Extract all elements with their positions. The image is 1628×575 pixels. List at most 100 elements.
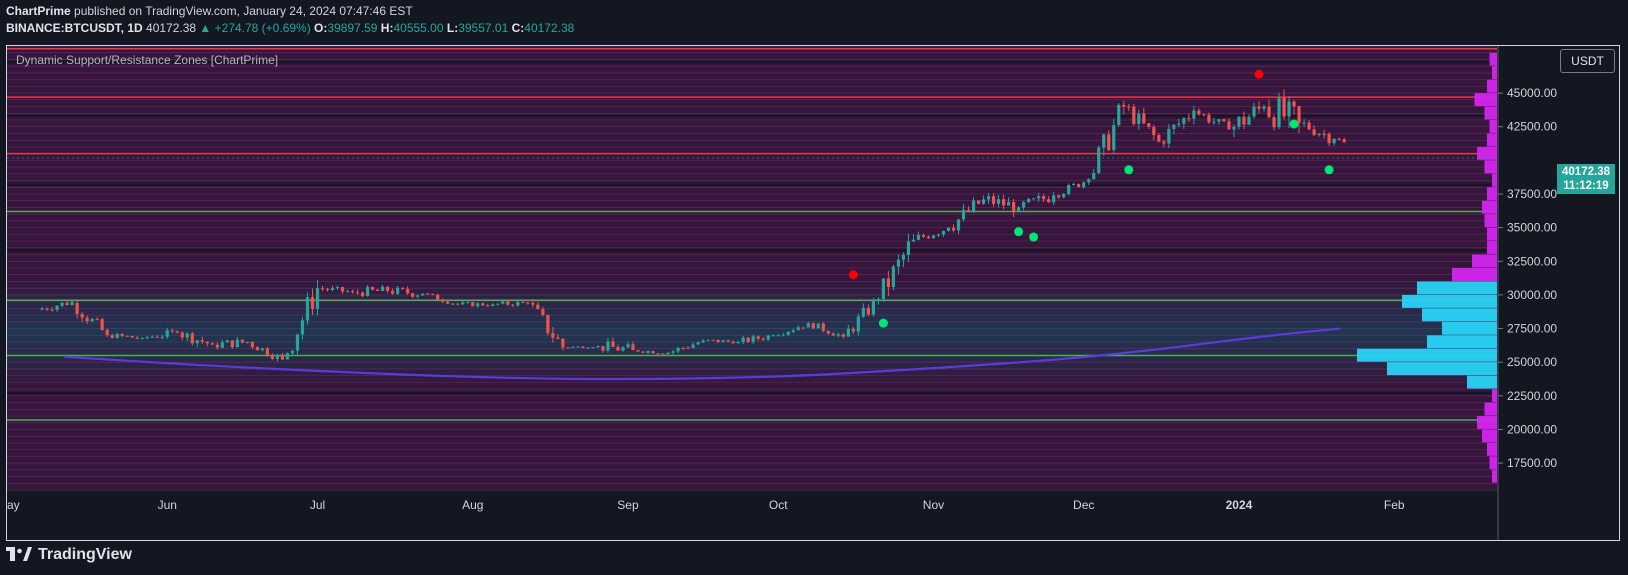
volume-bar [1487,187,1497,201]
zone-band [7,153,1497,161]
candle-body [931,235,936,239]
candle-body [776,335,780,337]
buy-signal-dot [878,318,888,328]
volume-bar [1492,173,1497,187]
candle-body [516,301,520,306]
candle-body [310,297,315,309]
candle-body [891,266,896,288]
candle-body [1027,198,1031,203]
candle-body [1092,172,1096,180]
zone-band [7,66,1497,73]
candle-body [200,340,204,342]
sell-signal-dot [1254,69,1264,79]
candle-body [1247,116,1251,125]
volume-bar [1482,429,1497,443]
candle-body [150,336,154,338]
candle-body [511,304,515,306]
candle-body [375,289,380,291]
current-price-label: 40172.38 [1562,166,1610,178]
candle-body [1167,128,1171,144]
candle-body [976,200,981,204]
candle-body [791,330,795,332]
candle-body [135,337,139,339]
candle-body [681,347,685,349]
candle-body [911,239,916,242]
zone-band [7,261,1497,268]
candle-body [1177,123,1181,125]
candle-body [821,323,825,331]
candle-body [601,346,605,351]
candle-body [936,234,941,236]
candle-body [165,330,169,337]
candle-body [646,351,650,353]
time-tick-label: ay [7,498,20,512]
candle-body [561,338,565,348]
price-axis: 45000.00 42500.00 37500.00 35000.00 32500.00… [1497,46,1619,540]
price-tick-label: 37500.00 [1507,187,1557,201]
zone-band [7,241,1497,248]
candle-body [330,287,335,290]
candle-body [1272,117,1276,128]
volume-bar [1492,66,1497,80]
low-value: 39557.01 [458,21,509,35]
volume-bar [1489,456,1497,470]
candle-body [1242,116,1246,125]
zone-band [7,274,1497,282]
time-tick-label: Sep [617,498,639,512]
volume-bar [1489,52,1497,66]
zone-band [7,167,1497,174]
symbol-name: BINANCE:BTCUSDT, 1D [6,21,143,35]
candle-body [616,346,620,351]
zone-band [7,173,1497,181]
candle-body [861,308,865,317]
candle-body [476,303,480,307]
currency-button[interactable]: USDT [1560,49,1615,73]
zone-band [7,227,1497,235]
candle-body [986,196,991,200]
zone-band [7,301,1497,309]
candle-body [586,347,590,349]
price-tick-label: 22500.00 [1507,389,1557,403]
candle-body [90,319,94,322]
candle-body [706,339,710,341]
zone-band [7,140,1497,147]
zone-band [7,442,1497,450]
candle-body [1062,193,1066,198]
candle-body [280,354,285,360]
zone-band [7,187,1497,194]
candle-body [1057,195,1061,198]
author-name[interactable]: ChartPrime [6,4,71,18]
buy-signal-dot [1324,165,1334,175]
zone-band [7,120,1497,127]
candle-body [956,219,961,231]
zone-band [7,200,1497,208]
candle-body [315,288,320,309]
candle-body [546,314,550,334]
zone-band [7,348,1497,356]
candle-body [290,350,295,354]
candle-body [636,350,640,352]
zone-band [7,86,1497,94]
candle-body [886,278,891,288]
candle-body [130,335,134,338]
candle-body [1007,202,1011,206]
volume-bar [1467,375,1497,389]
publish-info: ChartPrime published on TradingView.com,… [6,4,413,18]
zone-band [7,483,1497,490]
candle-body [626,344,630,348]
tradingview-footer[interactable]: TradingView [6,546,132,564]
candle-body [115,333,119,339]
zone-band [7,409,1497,416]
candle-body [781,335,785,337]
candle-body [145,337,149,339]
candle-body [721,340,725,343]
candle-body [370,287,375,290]
candle-body [426,293,430,295]
current-price-tag: 40172.38 11:12:19 [1557,164,1615,194]
tradingview-brand: TradingView [38,546,132,563]
volume-bar [1477,146,1497,160]
candle-body [1207,114,1211,123]
indicator-name[interactable]: Dynamic Support/Resistance Zones [ChartP… [16,53,279,67]
candle-body [45,308,49,310]
